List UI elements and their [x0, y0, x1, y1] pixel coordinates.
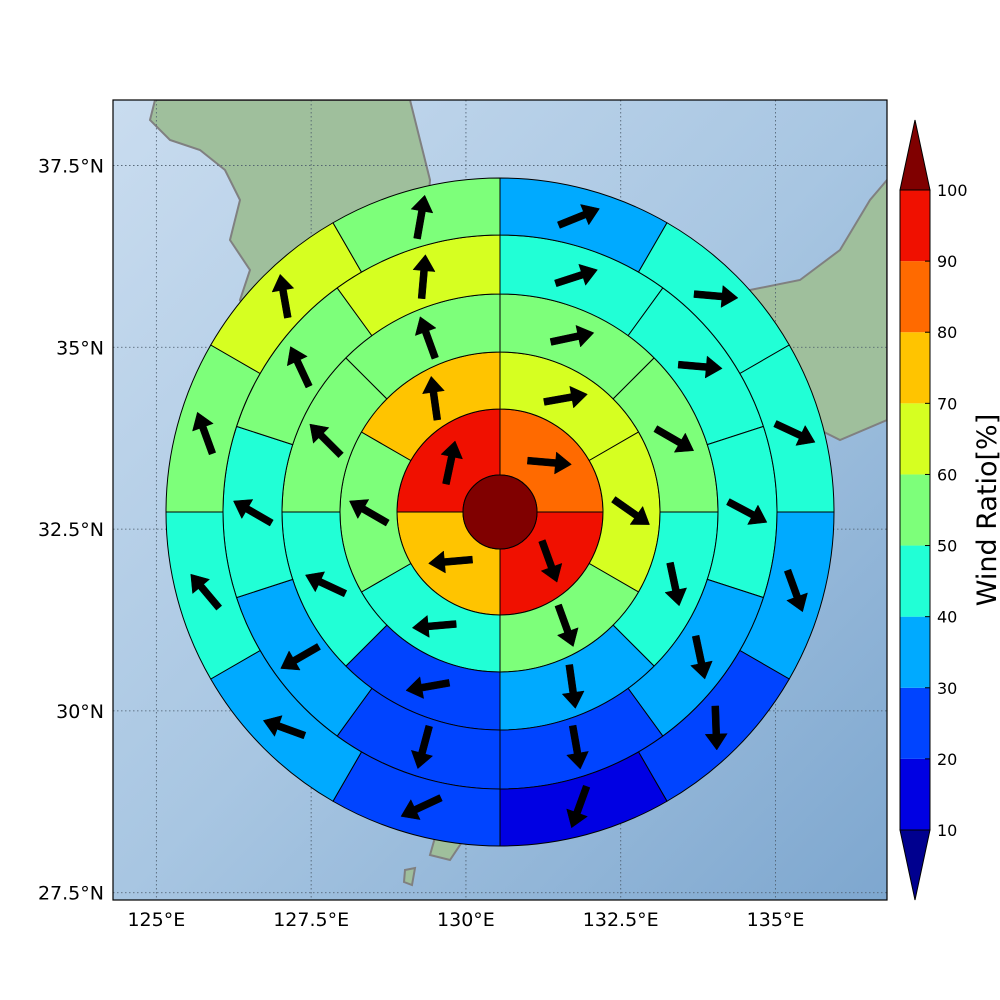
wind-direction-arrow	[414, 316, 439, 360]
wind-ratio-center-cell	[462, 474, 538, 550]
wind-direction-arrow	[233, 499, 274, 527]
colorbar-over-extension	[899, 119, 931, 191]
colorbar-box	[900, 190, 930, 262]
colorbar-tick-label: 70	[937, 394, 957, 413]
longitude-tick-label: 125°E	[127, 909, 185, 931]
colorbar-tick-labels: 10 20 30 40 50 60 70 80 90 100	[925, 181, 968, 840]
wind-direction-arrow	[543, 385, 588, 409]
wind-direction-arrow	[349, 499, 390, 527]
wind-direction-arrow	[554, 263, 598, 288]
wind-direction-arrow	[262, 715, 307, 740]
wind-direction-arrow	[410, 194, 434, 240]
wind-direction-arrow	[773, 420, 816, 446]
colorbar-tick-label: 10	[937, 821, 957, 840]
colorbar-tick-label: 40	[937, 608, 957, 627]
colorbar-box	[900, 261, 930, 333]
wind-direction-arrow	[309, 423, 344, 459]
colorbar-tick-label: 50	[937, 537, 957, 556]
wind-direction-arrow	[783, 568, 808, 613]
latitude-tick-label: 27.5°N	[38, 883, 104, 905]
wind-direction-arrow	[412, 254, 436, 300]
colorbar-tick-label: 80	[937, 323, 957, 342]
colorbar-tick-label: 100	[937, 181, 968, 200]
map-frame	[112, 99, 888, 901]
colorbar-tick-label: 60	[937, 465, 957, 484]
wind-direction-arrow	[557, 204, 600, 229]
wind-direction-arrow	[271, 273, 295, 319]
colorbar-tick-label: 90	[937, 252, 957, 271]
wind-direction-arrow	[690, 634, 713, 680]
colorbar-outline	[899, 189, 931, 831]
colorbar-tick-label: 30	[937, 679, 957, 698]
colorbar-box	[900, 616, 930, 688]
wind-direction-arrow	[410, 724, 434, 770]
longitude-tick-labels: 125°E 127.5°E 130°E 132.5°E 135°E	[127, 909, 804, 931]
colorbar-under-extension	[899, 829, 931, 901]
wind-direction-arrow	[554, 603, 579, 647]
longitude-tick-label: 130°E	[437, 909, 495, 931]
colorbar-boxes	[899, 119, 931, 901]
wind-direction-arrow	[400, 794, 443, 820]
longitude-tick-label: 127.5°E	[273, 909, 349, 931]
wind-direction-arrow	[566, 724, 589, 770]
colorbar-box	[900, 332, 930, 404]
wind-direction-arrow	[405, 676, 451, 699]
colorbar-label: Wind Ratio[%]	[972, 414, 1000, 606]
wind-direction-arrow	[411, 614, 457, 638]
wind-ratio-polar-grid	[166, 178, 835, 847]
wind-direction-arrow	[704, 705, 728, 751]
wind-direction-arrow	[653, 425, 695, 453]
wind-direction-arrow	[561, 664, 585, 709]
wind-direction-arrow	[190, 573, 223, 611]
wind-direction-arrow	[677, 355, 723, 379]
colorbar-tick-label: 20	[937, 750, 957, 769]
latitude-tick-label: 32.5°N	[38, 519, 104, 541]
colorbar-box	[900, 758, 930, 830]
colorbar-box	[900, 687, 930, 759]
latitude-tick-label: 37.5°N	[38, 155, 104, 177]
wind-direction-arrow	[726, 498, 768, 525]
wind-direction-arrow	[440, 440, 463, 486]
colorbar: 10 20 30 40 50 60 70 80 90 100 Wind Ratio[%]	[899, 119, 1000, 901]
latitude-tick-labels: 37.5°N 35°N 32.5°N 30°N 27.5°N	[38, 155, 104, 904]
wind-direction-arrow	[527, 451, 572, 475]
longitude-tick-label: 132.5°E	[583, 909, 659, 931]
wind-direction-arrow	[611, 496, 650, 525]
wind-direction-arrow	[693, 285, 739, 308]
colorbar-box	[900, 474, 930, 546]
latitude-tick-label: 30°N	[56, 701, 104, 723]
wind-direction-arrow	[305, 571, 348, 598]
longitude-tick-label: 135°E	[747, 909, 805, 931]
wind-direction-arrow	[538, 539, 563, 583]
colorbar-box	[900, 403, 930, 475]
latitude-tick-label: 35°N	[56, 337, 104, 359]
wind-direction-arrow	[280, 643, 321, 671]
wind-direction-arrow	[286, 346, 313, 389]
colorbar-box	[900, 545, 930, 617]
wind-direction-arrow	[422, 375, 445, 421]
wind-direction-arrow	[664, 561, 688, 607]
wind-direction-arrow	[566, 784, 591, 829]
map-panel: 125°E 127.5°E 130°E 132.5°E 135°E 37.5°N 35°N…	[38, 99, 888, 931]
wind-direction-arrow	[549, 324, 595, 348]
wind-direction-arrow	[428, 550, 473, 574]
wind-direction-arrow	[192, 411, 217, 456]
